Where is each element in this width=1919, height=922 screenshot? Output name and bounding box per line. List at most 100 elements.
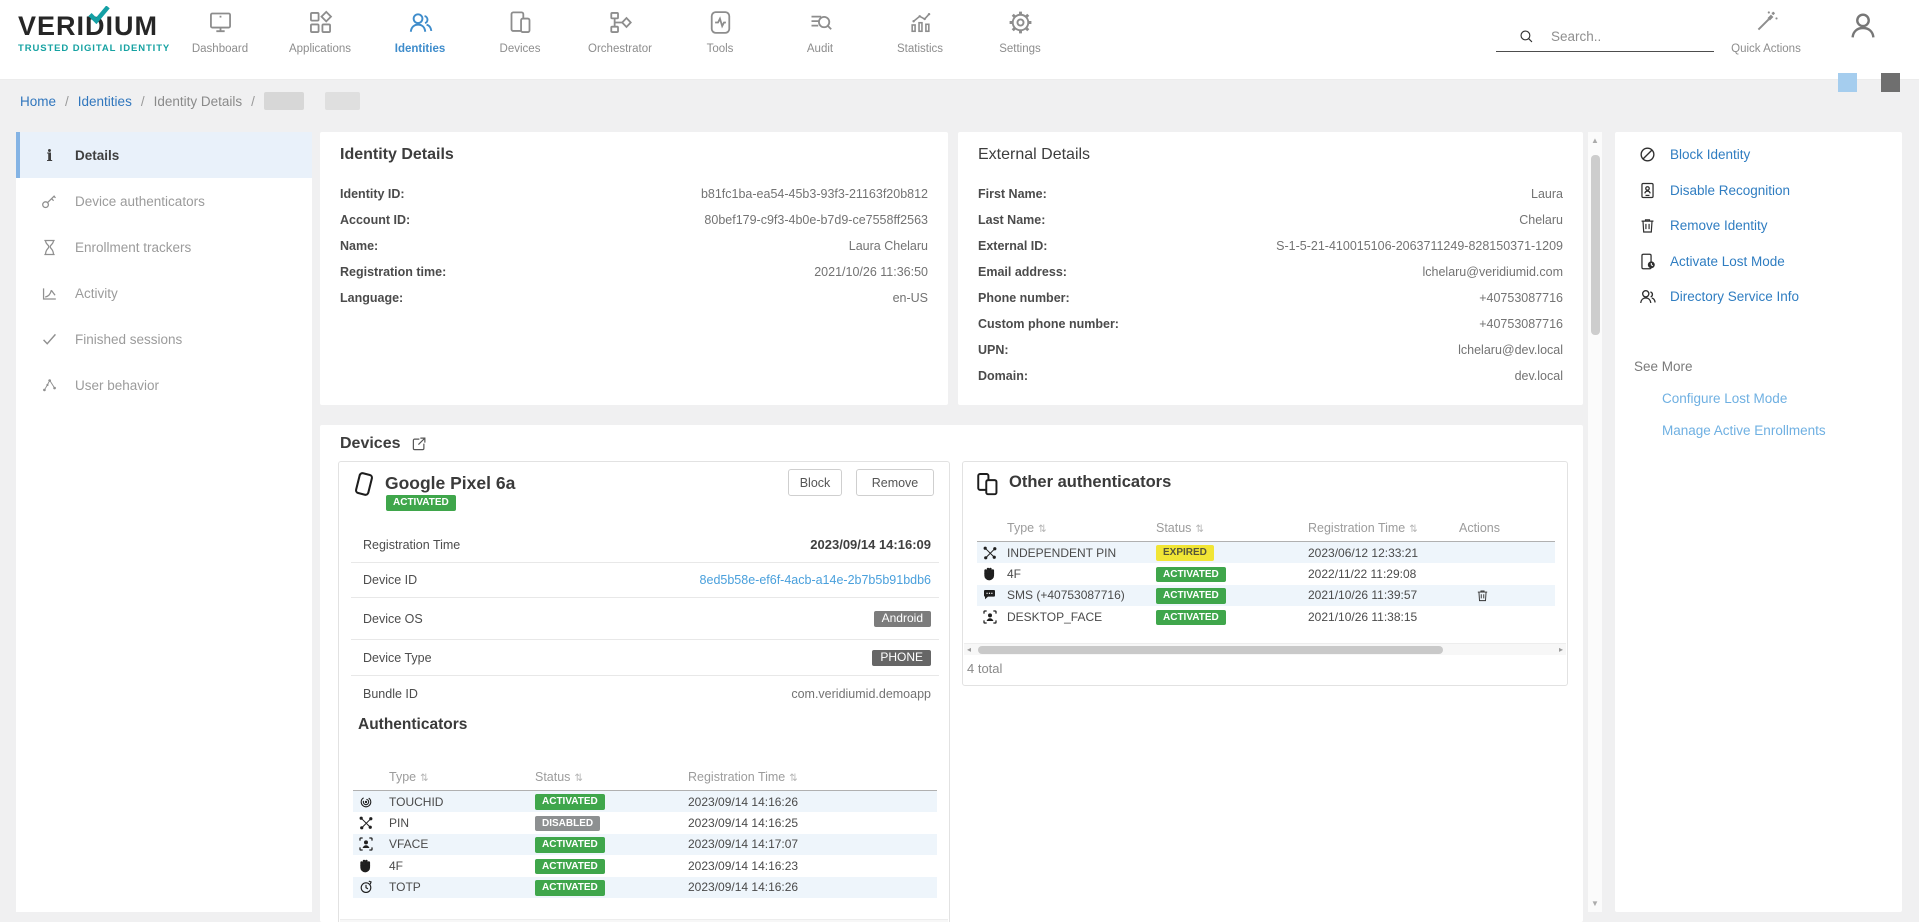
table-row[interactable]: PIN DISABLED 2023/09/14 14:16:25 — [353, 812, 937, 833]
auth-type: INDEPENDENT PIN — [1007, 545, 1117, 560]
breadcrumb-home[interactable]: Home — [20, 93, 57, 109]
nav-item-applications[interactable]: Applications — [270, 9, 370, 55]
check-icon — [40, 330, 59, 349]
applications-icon — [307, 9, 334, 36]
table-row[interactable]: TOTP ACTIVATED 2023/09/14 14:16:26 — [353, 876, 937, 898]
action-activate-lost-mode[interactable]: Activate Lost Mode — [1615, 244, 1902, 280]
scroll-right-icon[interactable]: ▸ — [1558, 645, 1563, 654]
scroll-up-icon[interactable]: ▲ — [1591, 136, 1599, 145]
sidebar-item-details[interactable]: i Details — [16, 132, 312, 178]
table-row[interactable]: DESKTOP_FACE ACTIVATED 2021/10/26 11:38:… — [977, 606, 1555, 627]
external-link-icon[interactable] — [410, 435, 428, 453]
action-remove-identity[interactable]: Remove Identity — [1615, 208, 1902, 244]
device-row-label: Bundle ID — [363, 687, 418, 701]
nav-label: Statistics — [896, 43, 943, 55]
action-block-identity[interactable]: Block Identity — [1615, 137, 1902, 173]
device-card-google-pixel-6a: Google Pixel 6a Block Remove ACTIVATED R… — [338, 461, 950, 922]
action-label: Disable Recognition — [1670, 182, 1791, 198]
status-badge: ACTIVATED — [1156, 566, 1226, 583]
nav-item-identities[interactable]: Identities — [370, 9, 470, 55]
id-badge-icon — [1638, 181, 1657, 200]
table-row[interactable]: VFACE ACTIVATED 2023/09/14 14:17:07 — [353, 833, 937, 856]
sidebar-item-label: User behavior — [75, 377, 160, 393]
scrollbar-thumb[interactable] — [1590, 155, 1600, 335]
auth-type: DESKTOP_FACE — [1007, 609, 1103, 624]
two-devices-icon — [975, 471, 1001, 497]
device-row-label: Device ID — [363, 573, 418, 587]
breadcrumb-separator: / — [251, 93, 255, 109]
field-value: S-1-5-21-410015106-2063711249-828150371-… — [1276, 239, 1563, 253]
horizontal-scrollbar[interactable]: ◂ ▸ — [964, 643, 1566, 655]
sidebar-item-activity[interactable]: Activity — [16, 270, 312, 316]
sidebar-item-device-authenticators[interactable]: Device authenticators — [16, 178, 312, 224]
table-row[interactable]: TOUCHID ACTIVATED 2023/09/14 14:16:26 — [353, 791, 937, 813]
fingerprint-icon — [358, 794, 374, 810]
statistics-icon — [907, 9, 934, 36]
nav-item-statistics[interactable]: Statistics — [870, 9, 970, 55]
breadcrumb-identities[interactable]: Identities — [77, 93, 132, 109]
sidebar-item-enrollment-trackers[interactable]: Enrollment trackers — [16, 224, 312, 270]
status-badge: DISABLED — [535, 815, 601, 832]
sidebar-item-user-behavior[interactable]: User behavior — [16, 362, 312, 408]
status-square-gray[interactable] — [1881, 73, 1900, 92]
status-badge: ACTIVATED — [535, 858, 605, 875]
scroll-left-icon[interactable]: ◂ — [967, 645, 972, 654]
nav-item-settings[interactable]: Settings — [970, 9, 1070, 55]
delete-authenticator-icon[interactable] — [1475, 588, 1490, 603]
nav-item-tools[interactable]: Tools — [670, 9, 770, 55]
remove-device-button[interactable]: Remove — [856, 469, 934, 496]
nav-item-devices[interactable]: Devices — [470, 9, 570, 55]
profile-icon[interactable] — [1847, 10, 1879, 42]
device-row-value: 2023/09/14 14:16:09 — [810, 537, 931, 552]
auth-time: 2023/06/12 12:33:21 — [1308, 545, 1419, 560]
quick-actions-button[interactable]: Quick Actions — [1716, 9, 1816, 55]
field-value: lchelaru@dev.local — [1458, 343, 1563, 357]
top-navbar: VERIDIUM TRUSTED DIGITAL IDENTITY Dashbo… — [0, 0, 1919, 92]
link-configure-lost-mode[interactable]: Configure Lost Mode — [1662, 390, 1788, 406]
table-row[interactable]: INDEPENDENT PIN EXPIRED 2023/06/12 12:33… — [977, 542, 1555, 564]
sort-icon[interactable]: ⇅ — [1195, 523, 1204, 535]
nav-item-dashboard[interactable]: Dashboard — [170, 9, 270, 55]
breadcrumb-current: Identity Details — [153, 93, 243, 109]
sidebar-item-finished-sessions[interactable]: Finished sessions — [16, 316, 312, 362]
sort-icon[interactable]: ⇅ — [1409, 523, 1418, 535]
scrollbar-thumb[interactable] — [978, 646, 1443, 654]
scroll-down-icon[interactable]: ▼ — [1591, 899, 1599, 908]
identity-details-title: Identity Details — [340, 146, 454, 163]
device-name: Google Pixel 6a — [385, 473, 516, 493]
auth-time: 2022/11/22 11:29:08 — [1308, 567, 1417, 582]
nav-label: Tools — [706, 43, 734, 55]
field-label: External ID: — [978, 239, 1048, 253]
nav-item-audit[interactable]: Audit — [770, 9, 870, 55]
nav-label: Audit — [806, 43, 834, 55]
search-input[interactable] — [1551, 29, 1681, 44]
vertical-scrollbar[interactable]: ▲ ▼ — [1588, 132, 1602, 912]
table-row[interactable]: 4F ACTIVATED 2022/11/22 11:29:08 — [977, 563, 1555, 584]
action-label: Block Identity — [1670, 147, 1751, 163]
auth-time: 2023/09/14 14:16:26 — [688, 794, 799, 809]
auth-time: 2023/09/14 14:17:07 — [688, 837, 799, 852]
sort-icon[interactable]: ⇅ — [789, 772, 798, 784]
search-icon[interactable] — [1518, 28, 1535, 45]
field-label: Language: — [340, 291, 404, 305]
sidebar-item-label: Details — [75, 147, 120, 163]
action-label: Remove Identity — [1670, 218, 1768, 234]
table-row[interactable]: 4F ACTIVATED 2023/09/14 14:16:23 — [353, 855, 937, 876]
sort-icon[interactable]: ⇅ — [420, 772, 429, 784]
main-nav: Dashboard Applications Identities Device… — [170, 9, 1070, 55]
sort-icon[interactable]: ⇅ — [574, 772, 583, 784]
nav-item-orchestrator[interactable]: Orchestrator — [570, 9, 670, 55]
action-directory-service-info[interactable]: Directory Service Info — [1615, 279, 1902, 315]
action-disable-recognition[interactable]: Disable Recognition — [1615, 173, 1902, 209]
other-authenticators-card: Other authenticators Type ⇅ Status ⇅ Regis… — [962, 461, 1568, 686]
table-row[interactable]: SMS (+40753087716) ACTIVATED 2021/10/26 … — [977, 584, 1555, 607]
field-value: b81fc1ba-ea54-45b3-93f3-21163f20b812 — [700, 187, 928, 201]
status-square-blue[interactable] — [1838, 73, 1857, 92]
breadcrumb: Home / Identities / Identity Details / — [20, 92, 360, 110]
auth-type: PIN — [389, 816, 410, 831]
link-manage-active-enrollments[interactable]: Manage Active Enrollments — [1662, 422, 1826, 438]
sort-icon[interactable]: ⇅ — [1038, 523, 1047, 535]
device-id-link[interactable]: 8ed5b58e-ef6f-4acb-a14e-2b7b5b91bdb6 — [699, 573, 931, 587]
block-device-button[interactable]: Block — [788, 469, 842, 496]
